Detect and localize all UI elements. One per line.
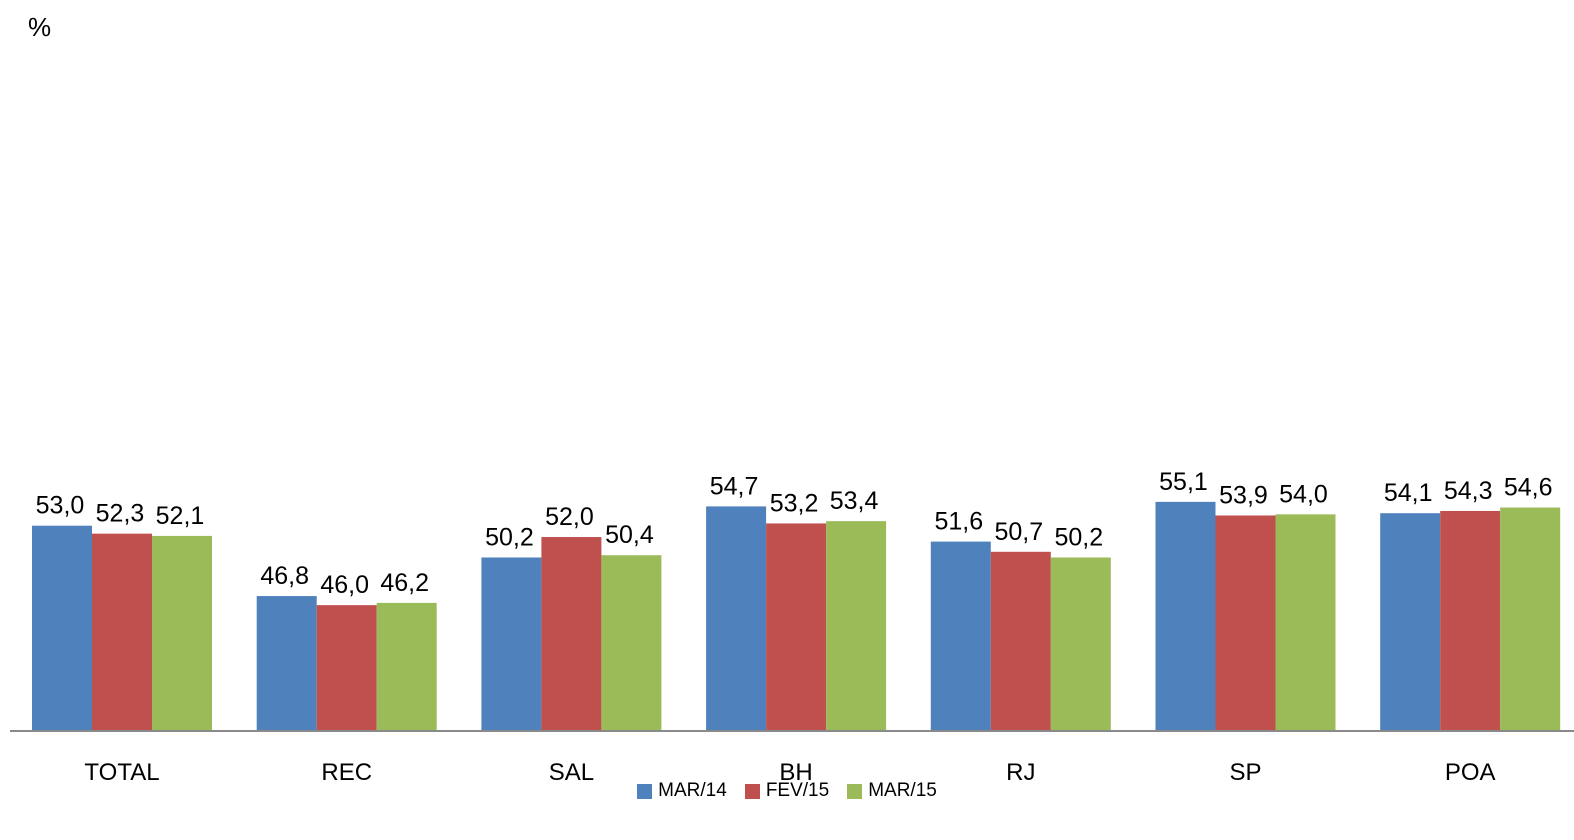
y-unit-label: % (28, 12, 52, 42)
data-label: 46,0 (320, 571, 369, 599)
bar-sal-mar14 (481, 557, 542, 730)
legend-swatch-fev15 (744, 783, 760, 799)
data-label: 54,1 (1384, 479, 1433, 507)
data-label: 55,1 (1159, 468, 1208, 496)
data-label: 52,0 (545, 503, 594, 531)
x-tick-label: SAL (549, 759, 594, 786)
x-tick-label: RJ (1006, 759, 1035, 786)
data-label: 54,3 (1444, 477, 1493, 505)
data-label: 50,4 (605, 521, 654, 549)
bar-total-mar14 (32, 525, 92, 730)
bar-sal-fev15 (541, 537, 602, 730)
bar-poa-fev15 (1440, 510, 1501, 730)
data-label: 46,2 (380, 569, 429, 597)
bar-total-mar15 (152, 535, 212, 730)
data-label: 53,2 (770, 489, 819, 517)
bar-rj-fev15 (990, 551, 1051, 730)
data-label: 53,0 (36, 492, 85, 520)
legend-item-mar14: MAR/14 (637, 780, 727, 802)
x-tick-label: TOTAL (84, 759, 159, 786)
data-label: 52,1 (156, 502, 205, 530)
bar-sal-mar15 (601, 555, 662, 730)
data-label: 53,4 (830, 487, 879, 515)
x-tick-label: SP (1229, 759, 1261, 786)
bar-total-fev15 (92, 533, 152, 730)
bar-rec-mar14 (256, 596, 317, 730)
data-label: 54,6 (1504, 474, 1553, 502)
data-label: 52,3 (96, 500, 145, 528)
data-label: 50,7 (994, 518, 1043, 546)
data-label: 54,0 (1279, 480, 1328, 508)
bar-bh-mar15 (826, 521, 887, 730)
legend-label-mar15: MAR/15 (868, 780, 937, 801)
bar-bh-fev15 (766, 523, 827, 730)
data-label: 46,8 (260, 562, 309, 590)
bar-sp-fev15 (1215, 515, 1276, 730)
x-tick-label: BH (779, 759, 812, 786)
data-label: 50,2 (485, 523, 534, 551)
legend-swatch-mar15 (847, 783, 863, 799)
x-tick-label: REC (321, 759, 372, 786)
data-label: 53,9 (1219, 481, 1268, 509)
legend: MAR/14 FEV/15 MAR/15 (0, 780, 1574, 802)
data-label: 54,7 (710, 472, 759, 500)
bar-rj-mar14 (930, 541, 991, 730)
bar-rec-fev15 (316, 605, 377, 730)
data-label: 50,2 (1054, 523, 1103, 551)
x-tick-label: POA (1445, 759, 1496, 786)
bar-sp-mar14 (1155, 501, 1216, 730)
legend-swatch-mar14 (637, 783, 653, 799)
legend-label-mar14: MAR/14 (658, 780, 727, 801)
data-label: 51,6 (934, 508, 983, 536)
bar-rj-mar15 (1050, 557, 1111, 730)
bar-poa-mar14 (1380, 513, 1441, 730)
bar-bh-mar14 (706, 506, 767, 730)
bar-rec-mar15 (376, 602, 437, 730)
bar-poa-mar15 (1500, 507, 1561, 730)
legend-item-fev15: FEV/15 (744, 780, 830, 802)
legend-item-mar15: MAR/15 (847, 780, 937, 802)
bar-sp-mar15 (1275, 514, 1336, 730)
legend-label-fev15: FEV/15 (765, 780, 830, 801)
